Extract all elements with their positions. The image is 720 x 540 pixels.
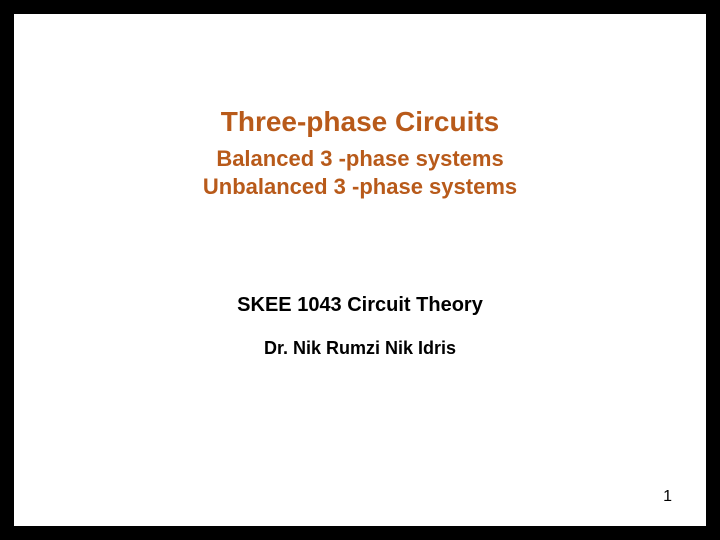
slide-frame: Three-phase Circuits Balanced 3 -phase s… [12,12,708,528]
page-number: 1 [663,488,672,506]
slide-title: Three-phase Circuits [14,106,706,138]
slide-subtitle-1: Balanced 3 -phase systems [14,146,706,172]
author-name: Dr. Nik Rumzi Nik Idris [14,338,706,359]
slide-subtitle-2: Unbalanced 3 -phase systems [14,174,706,200]
course-code: SKEE 1043 Circuit Theory [14,294,706,317]
